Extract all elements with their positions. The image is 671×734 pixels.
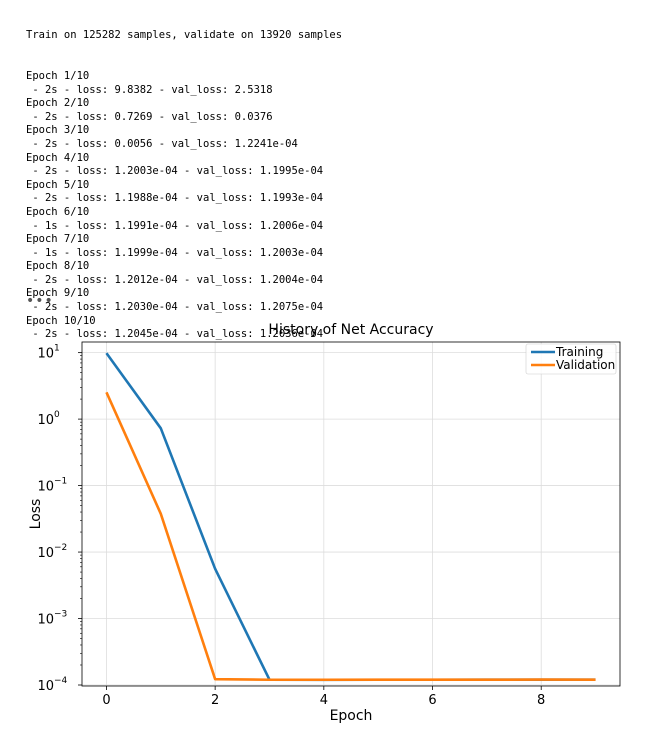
series-line-validation — [105, 391, 596, 682]
epoch-label: Epoch 9/10 — [26, 287, 90, 300]
epoch-lines: Epoch 1/10 - 2s - loss: 9.8382 - val_los… — [26, 70, 666, 342]
epoch-label: Epoch 2/10 — [26, 97, 90, 110]
log-header: Train on 125282 samples, validate on 139… — [26, 29, 343, 42]
chart-lines — [105, 352, 596, 682]
epoch-stats: - 2s - loss: 1.2045e-04 - val_loss: 1.20… — [26, 328, 324, 341]
y-tick-label: 10 −1 — [37, 477, 67, 495]
output-collapse-ellipsis[interactable]: ••• — [26, 293, 54, 309]
y-tick-label: 10 0 — [37, 410, 60, 428]
y-tick-base: 10 — [37, 480, 54, 495]
epoch-stats: - 1s - loss: 1.1991e-04 - val_loss: 1.20… — [26, 219, 324, 232]
legend-label: Training — [555, 345, 603, 359]
epoch-stats: - 2s - loss: 0.7269 - val_loss: 0.0376 — [26, 110, 273, 123]
y-tick-exponent: −2 — [54, 543, 67, 553]
epoch-stats: - 1s - loss: 1.1999e-04 - val_loss: 1.20… — [26, 246, 324, 259]
epoch-stats: - 2s - loss: 1.2012e-04 - val_loss: 1.20… — [26, 273, 324, 286]
epoch-label: Epoch 5/10 — [26, 178, 90, 191]
x-tick-label: 4 — [320, 693, 328, 708]
y-tick-exponent: −1 — [54, 477, 67, 487]
epoch-stats: - 2s - loss: 1.2030e-04 - val_loss: 1.20… — [26, 301, 324, 314]
x-tick-label: 6 — [428, 693, 436, 708]
chart-grid — [82, 342, 620, 686]
y-tick-exponent: −3 — [54, 610, 67, 620]
y-tick-base: 10 — [37, 347, 54, 362]
epoch-label: Epoch 1/10 — [26, 69, 90, 82]
y-tick-label: 10 −3 — [37, 610, 67, 628]
epoch-label: Epoch 8/10 — [26, 260, 90, 273]
y-tick-base: 10 — [37, 613, 54, 628]
epoch-stats: - 2s - loss: 1.1988e-04 - val_loss: 1.19… — [26, 192, 324, 205]
plot-area-frame — [81, 341, 621, 687]
epoch-stats: - 2s - loss: 1.2003e-04 - val_loss: 1.19… — [26, 165, 324, 178]
epoch-label: Epoch 10/10 — [26, 314, 96, 327]
epoch-label: Epoch 3/10 — [26, 124, 90, 137]
y-axis-label: Loss — [28, 499, 44, 530]
y-tick-exponent: 1 — [54, 344, 60, 354]
y-tick-exponent: 0 — [54, 410, 60, 420]
epoch-stats: - 2s - loss: 9.8382 - val_loss: 2.5318 — [26, 83, 273, 96]
x-tick-label: 2 — [211, 693, 219, 708]
y-tick-label: 10 −2 — [37, 543, 67, 561]
y-tick-label: 10 1 — [37, 344, 59, 362]
epoch-stats: - 2s - loss: 0.0056 - val_loss: 1.2241e-… — [26, 137, 298, 150]
y-tick-base: 10 — [37, 546, 54, 561]
x-tick-label: 0 — [102, 693, 110, 708]
training-log: Train on 125282 samples, validate on 139… — [26, 2, 666, 355]
epoch-label: Epoch 7/10 — [26, 233, 90, 246]
series-line-training — [105, 352, 596, 682]
x-axis-ticks: 0 2 4 6 8 — [102, 686, 545, 708]
epoch-label: Epoch 4/10 — [26, 151, 90, 164]
y-tick-exponent: −4 — [54, 676, 68, 686]
y-tick-base: 10 — [37, 679, 54, 694]
x-tick-label: 8 — [537, 693, 545, 708]
y-tick-label: 10 −4 — [37, 676, 67, 694]
x-axis-label: Epoch — [330, 708, 373, 724]
y-tick-base: 10 — [37, 413, 54, 428]
epoch-label: Epoch 6/10 — [26, 205, 90, 218]
legend-label: Validation — [556, 358, 615, 372]
chart-title: History of Net Accuracy — [268, 322, 433, 338]
